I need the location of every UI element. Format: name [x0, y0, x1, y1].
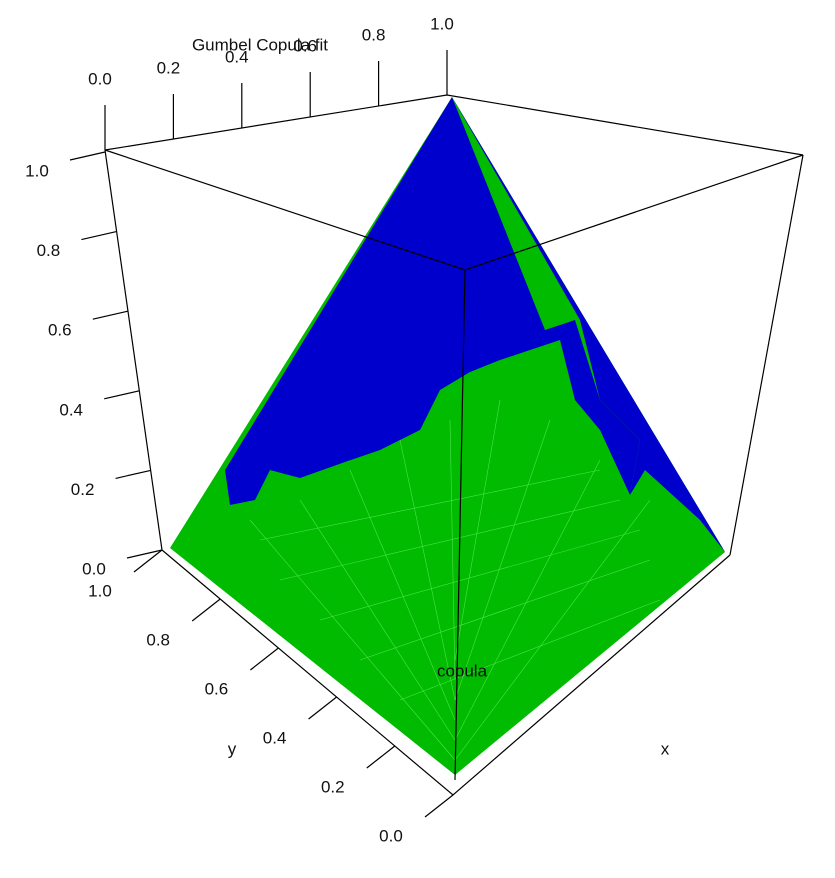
y-tick-label: 1.0 — [88, 581, 112, 600]
box-edge — [104, 149, 163, 551]
y-tick-label: 0.8 — [146, 630, 170, 649]
y-tick — [366, 745, 396, 769]
z-tick — [81, 231, 117, 241]
z-tick-label: 1.0 — [25, 161, 49, 180]
y-tick-label: 0.2 — [321, 777, 345, 796]
z-axis-label: copula — [437, 661, 488, 680]
z-tick-label: 0.6 — [48, 321, 72, 340]
z-tick — [115, 469, 151, 479]
y-tick — [191, 598, 221, 622]
surface — [170, 97, 725, 775]
x-tick-label: 0.4 — [225, 47, 249, 66]
z-tick-label: 0.4 — [59, 400, 83, 419]
z-tick-label: 0.8 — [37, 241, 61, 260]
z-tick-label: 0.2 — [71, 480, 95, 499]
x-tick-label: 0.6 — [293, 36, 317, 55]
box-edge — [454, 269, 466, 781]
z-tick — [126, 549, 163, 559]
x-tick-label: 1.0 — [430, 14, 454, 33]
x-tick-label: 0.2 — [157, 58, 181, 77]
surface-mesh — [249, 399, 661, 761]
y-tick-label: 0.4 — [263, 728, 287, 747]
surface-high — [452, 97, 725, 552]
box-edge — [729, 154, 804, 556]
x-axis-label: x — [661, 739, 670, 758]
x-tick-label: 0.8 — [362, 25, 386, 44]
y-tick — [424, 794, 454, 818]
y-tick — [250, 647, 279, 671]
z-tick — [104, 390, 140, 400]
z-tick — [92, 310, 128, 320]
y-tick-label: 0.6 — [205, 679, 229, 698]
y-tick-label: 0.0 — [379, 826, 403, 845]
chart-title: Gumbel Copula fit — [192, 35, 328, 54]
y-tick — [308, 696, 337, 720]
z-tick-label: 0.0 — [82, 559, 106, 578]
surface-low — [170, 97, 725, 775]
y-tick — [133, 549, 163, 573]
z-tick — [69, 151, 106, 161]
x-tick-label: 0.0 — [88, 69, 112, 88]
surface-high — [225, 97, 640, 505]
y-axis-label: y — [228, 739, 237, 758]
